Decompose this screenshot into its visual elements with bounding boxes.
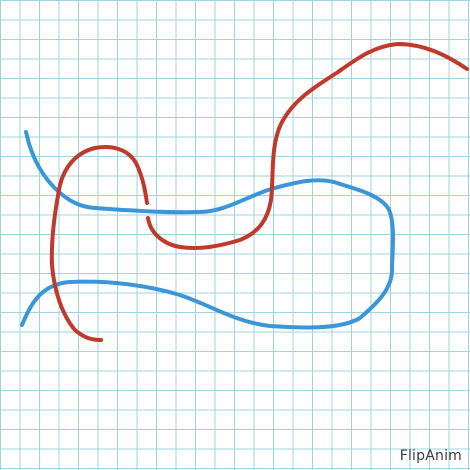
red-stroke — [146, 42, 469, 251]
blue-stroke — [20, 130, 395, 330]
app-watermark: FlipAnim — [399, 448, 462, 464]
red-stroke — [49, 145, 149, 342]
